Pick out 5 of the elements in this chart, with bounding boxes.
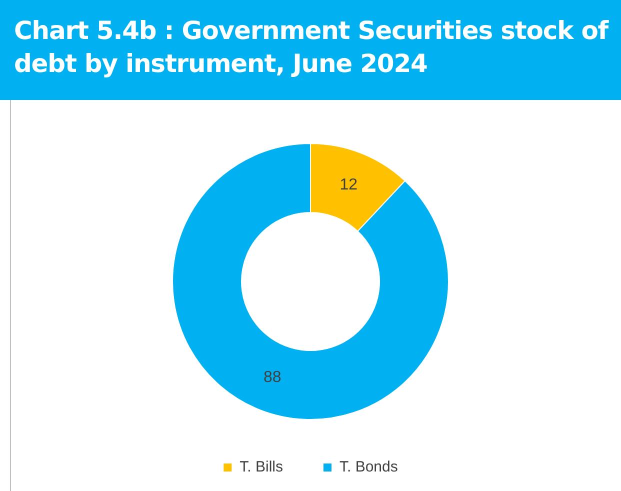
chart-title: Chart 5.4b : Government Securities stock of debt by instrument, June 2024	[0, 0, 621, 100]
data-label: 88	[264, 369, 282, 386]
legend-label: T. Bonds	[339, 458, 398, 476]
data-label: 12	[340, 176, 358, 194]
legend-label: T. Bills	[240, 458, 283, 476]
